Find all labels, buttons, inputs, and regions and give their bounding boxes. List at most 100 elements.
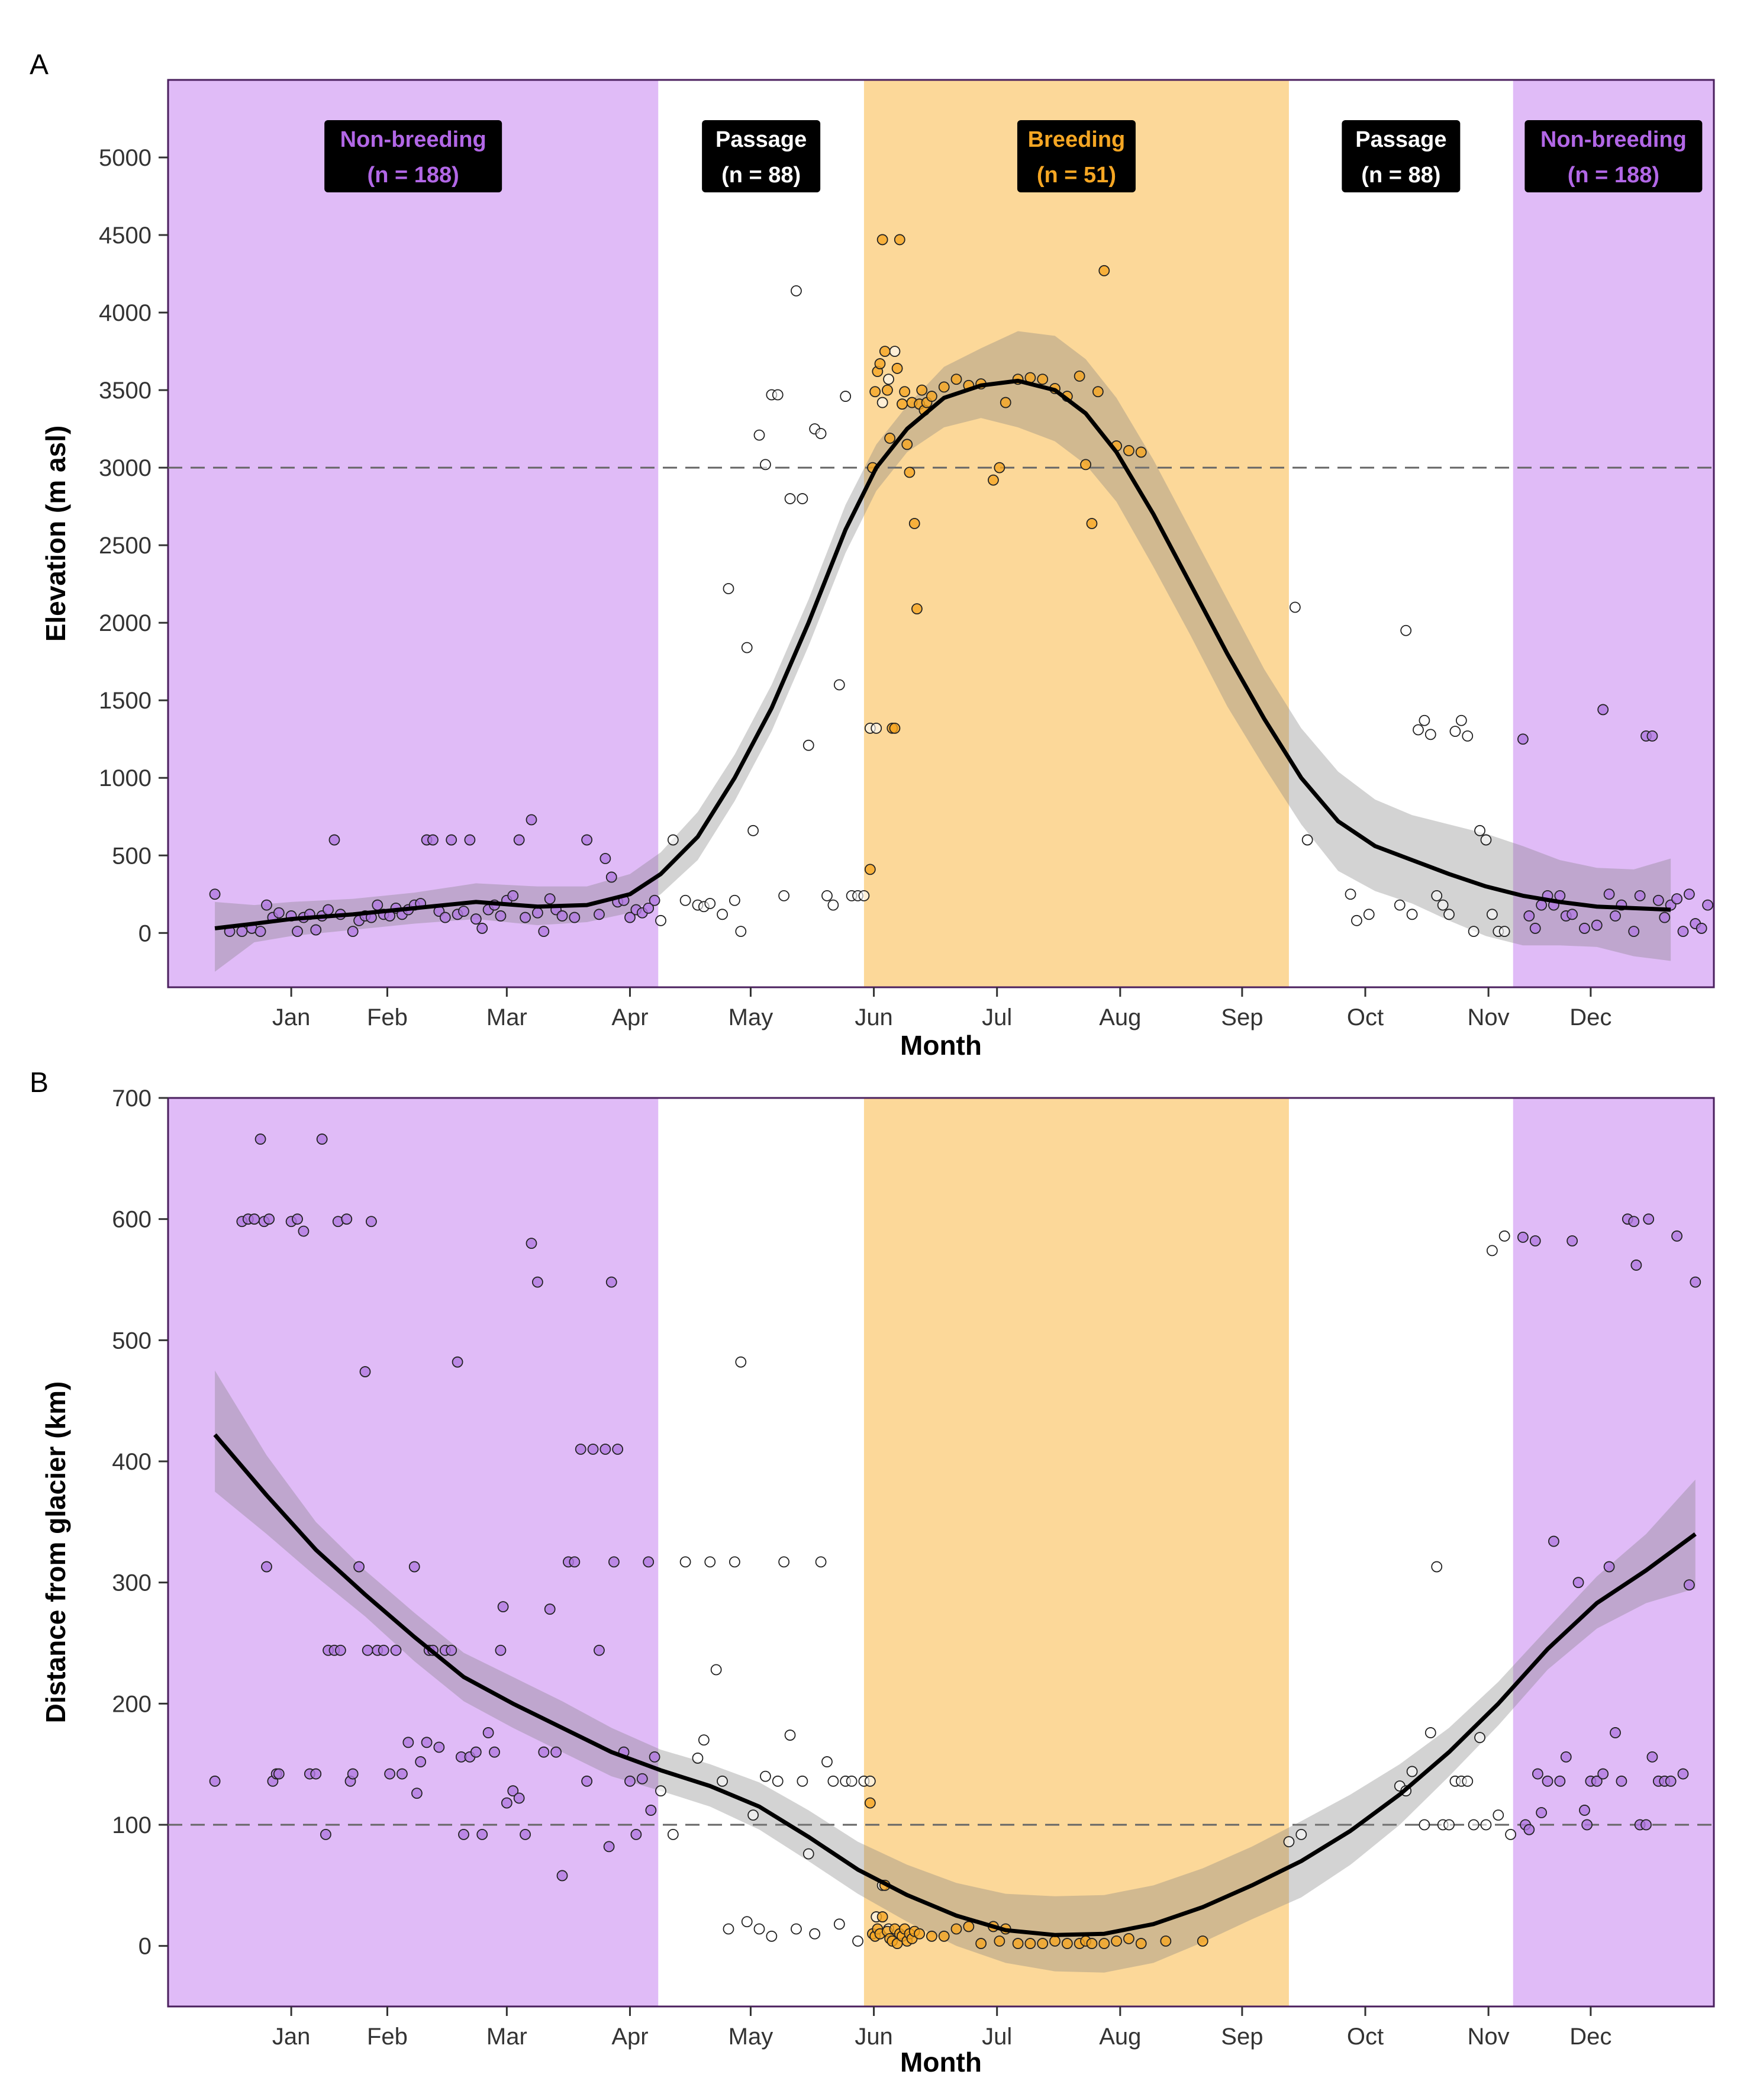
season-label-box [1342,120,1461,192]
point-passage [815,1556,827,1568]
point-nonbreeding [292,1213,303,1225]
point-nonbreeding [1643,1213,1655,1225]
point-nonbreeding [1610,1727,1621,1738]
season-label-count: (n = 188) [1568,163,1659,188]
point-passage [1413,724,1424,736]
point-breeding [1074,371,1085,382]
point-nonbreeding [1677,926,1689,938]
point-nonbreeding [1671,893,1682,905]
point-passage [1406,1766,1418,1777]
point-passage [723,1923,734,1935]
point-passage [655,914,666,926]
x-tick-label: Aug [1099,1004,1141,1030]
point-nonbreeding [1554,1775,1566,1787]
point-nonbreeding [347,1768,359,1780]
point-nonbreeding [1517,1231,1529,1243]
point-nonbreeding [569,1556,581,1568]
point-nonbreeding [384,1768,396,1780]
point-passage [692,1753,704,1764]
y-tick-label: 300 [112,1570,152,1596]
season-label-box [1524,120,1703,192]
point-nonbreeding [1567,909,1578,920]
point-nonbreeding [556,910,568,922]
point-passage [1283,1836,1295,1848]
point-breeding [876,234,888,246]
x-tick-label: Sep [1221,2024,1263,2050]
point-breeding [1086,518,1098,529]
point-passage [1394,899,1406,911]
point-breeding [1037,1938,1049,1949]
point-passage [827,899,839,911]
point-nonbreeding [645,1805,657,1816]
point-nonbreeding [544,1603,556,1615]
point-nonbreeding [1597,1768,1609,1780]
point-nonbreeding [1646,730,1658,742]
point-nonbreeding [1529,1235,1541,1247]
point-breeding [1135,446,1147,458]
point-breeding [938,1930,950,1942]
point-breeding [988,474,999,486]
point-nonbreeding [421,1737,433,1748]
point-nonbreeding [1542,1775,1553,1787]
panel-border [167,79,1715,988]
point-passage [1419,714,1430,726]
point-nonbreeding [353,1561,365,1573]
x-tick-label: Jul [982,1004,1012,1030]
point-passage [1505,1828,1516,1840]
point-nonbreeding [513,834,525,846]
point-nonbreeding [1523,1824,1535,1835]
y-axis-title: Elevation (m asl) [40,426,71,642]
point-passage [704,1556,716,1568]
panel-border [167,1097,1715,2008]
point-passage [1345,888,1356,900]
point-passage [704,898,716,909]
point-breeding [1197,1935,1208,1947]
point-breeding [899,386,911,398]
x-tick-label: Oct [1347,1004,1384,1030]
point-nonbreeding [544,893,556,905]
point-breeding [889,722,901,734]
point-nonbreeding [599,1444,611,1455]
y-tick-label: 2000 [99,610,152,636]
x-tick-label: Sep [1221,1004,1263,1030]
x-tick-label: Feb [367,2024,408,2050]
point-nonbreeding [1532,1768,1543,1780]
point-passage [729,894,740,906]
point-nonbreeding [526,814,537,826]
point-nonbreeding [476,923,488,934]
season-label-box [324,120,502,192]
y-tick-label: 700 [112,1086,152,1112]
point-breeding [1024,1938,1036,1949]
point-passage [1424,729,1436,740]
point-nonbreeding [310,924,322,936]
point-nonbreeding [347,926,359,938]
point-nonbreeding [362,1644,373,1656]
season-label-name: Passage [1355,127,1446,152]
point-passage [1480,834,1492,846]
point-nonbreeding [495,1644,507,1656]
point-passage [717,1775,728,1787]
point-nonbreeding [1548,1535,1559,1547]
y-tick-label: 600 [112,1207,152,1233]
panel-b: 0 100 200 300 400 500 600 700 Jan Feb Mar Apr May Jun… [30,1067,1715,2078]
y-tick-label: 0 [138,1934,152,1960]
point-passage [1443,1819,1455,1831]
x-tick-label: Feb [367,1004,408,1030]
point-nonbreeding [1616,1775,1627,1787]
point-passage [821,1756,833,1767]
point-passage [778,890,790,901]
point-passage [1480,1819,1492,1831]
point-nonbreeding [464,834,476,846]
season-band [168,80,659,987]
point-nonbreeding [1610,910,1621,922]
confidence-band [215,331,1671,972]
point-passage [723,583,734,594]
point-passage [772,1775,784,1787]
point-nonbreeding [636,1773,648,1785]
point-passage [753,429,765,441]
point-nonbreeding [538,926,550,938]
point-nonbreeding [366,1216,377,1228]
point-nonbreeding [612,1444,624,1455]
point-nonbreeding [1560,1751,1572,1763]
